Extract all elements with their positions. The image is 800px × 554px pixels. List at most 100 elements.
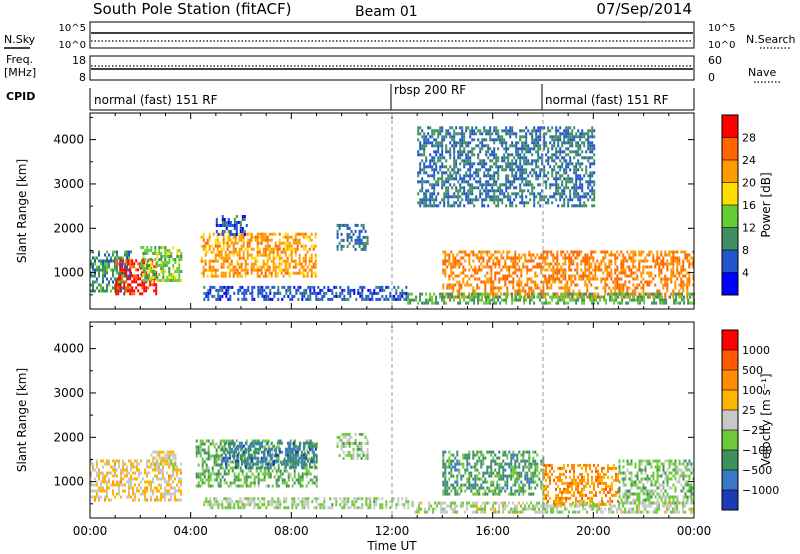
power-cell <box>299 291 302 295</box>
power-cell <box>664 262 667 266</box>
power-cell <box>150 264 153 267</box>
power-cell <box>479 129 482 133</box>
power-cell <box>459 174 462 178</box>
velocity-cell <box>245 472 248 476</box>
power-cell <box>471 174 474 178</box>
power-cell <box>485 301 488 305</box>
power-cell <box>634 265 637 269</box>
power-cell <box>614 277 617 281</box>
power-cell <box>296 271 299 275</box>
power-cell <box>548 262 551 266</box>
power-cell <box>511 129 514 133</box>
power-cell <box>489 189 492 193</box>
power-cell <box>452 253 455 257</box>
power-cell <box>487 168 490 172</box>
power-cell <box>286 235 289 239</box>
power-cell <box>112 268 114 272</box>
power-cell <box>115 283 118 287</box>
power-cell <box>489 198 492 202</box>
power-cell <box>678 283 681 287</box>
power-cell <box>664 280 667 284</box>
velocity-cell <box>207 445 210 449</box>
power-cell <box>643 292 646 296</box>
power-cell <box>243 233 246 236</box>
power-cell <box>576 250 579 254</box>
power-cell <box>562 274 565 278</box>
power-cell <box>518 268 521 272</box>
power-cell <box>238 238 241 242</box>
power-cell <box>168 276 171 279</box>
power-cell <box>313 291 316 295</box>
velocity-cell <box>174 456 177 460</box>
power-cell <box>471 165 474 169</box>
power-cell <box>579 183 582 187</box>
power-cell <box>673 301 676 305</box>
power-cell <box>156 261 159 264</box>
power-cell <box>485 295 488 299</box>
velocity-cell <box>293 469 296 473</box>
velocity-cell <box>96 465 98 469</box>
power-cell <box>526 277 529 281</box>
power-cell <box>577 298 580 302</box>
power-cell <box>266 247 269 251</box>
power-cell <box>596 268 599 272</box>
power-cell <box>517 150 520 154</box>
power-cell <box>490 256 493 260</box>
power-cell <box>659 301 662 305</box>
power-cell <box>445 189 448 193</box>
power-cell <box>521 171 524 175</box>
power-cell <box>568 253 571 257</box>
velocity-cell <box>160 459 163 463</box>
power-cell <box>558 268 561 272</box>
power-cell <box>115 286 118 290</box>
power-cell <box>577 168 580 172</box>
power-cell <box>479 189 482 193</box>
power-cell <box>375 297 378 301</box>
power-cell <box>475 174 478 178</box>
power-cell <box>341 288 344 292</box>
power-cell <box>648 280 651 284</box>
power-cell <box>631 298 634 302</box>
power-cell <box>485 129 488 133</box>
power-cell <box>658 265 661 269</box>
power-cell <box>140 246 143 249</box>
power-cell <box>539 147 542 151</box>
power-cell <box>481 162 484 166</box>
power-cell <box>200 259 203 263</box>
power-cell <box>615 292 618 296</box>
power-cell <box>447 174 450 178</box>
power-cell <box>366 241 369 245</box>
power-cell <box>491 198 494 202</box>
power-cell <box>146 252 149 255</box>
power-cell <box>425 180 428 184</box>
power-cell <box>126 265 128 269</box>
power-cell <box>479 132 482 136</box>
velocity-cell <box>255 475 258 479</box>
power-cell <box>495 195 498 199</box>
power-cell <box>435 298 438 302</box>
power-cell <box>239 227 242 230</box>
power-cell <box>361 288 364 292</box>
power-cell <box>287 285 290 289</box>
power-cell <box>442 259 445 263</box>
velocity-cell <box>245 481 248 485</box>
power-cell <box>672 289 675 293</box>
power-cell <box>471 192 474 196</box>
velocity-cell <box>215 448 218 452</box>
power-cell <box>141 283 144 287</box>
power-cell <box>573 195 576 199</box>
power-cell <box>515 292 518 296</box>
power-cell <box>435 153 438 157</box>
power-cell <box>636 274 639 278</box>
power-cell <box>142 264 145 267</box>
power-cell <box>483 129 486 133</box>
power-cell <box>441 165 444 169</box>
power-cell <box>563 204 566 208</box>
power-cell <box>469 295 472 299</box>
power-cell <box>407 301 410 305</box>
velocity-cell <box>166 492 168 496</box>
velocity-cell <box>195 472 198 476</box>
power-cell <box>528 295 531 299</box>
power-cell <box>567 177 570 181</box>
power-cell <box>577 204 580 208</box>
